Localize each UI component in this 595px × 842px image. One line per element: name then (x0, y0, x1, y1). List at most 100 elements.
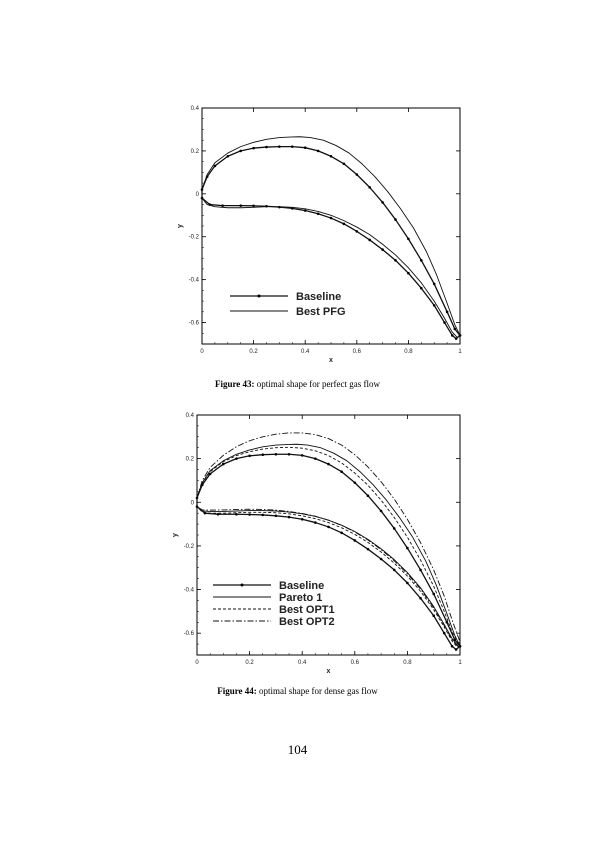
chart-1-series-0-point (450, 644, 454, 648)
figure-43-chart: 0 0.2 0.4 0.6 0.8 1 -0.6 -0.4 -0.2 0 0.2 0.4 x y Basel… (170, 100, 470, 368)
chart-1-series-0-point (392, 568, 396, 572)
chart-1-series-0-point (366, 547, 370, 551)
chart-0-series-0-point (278, 145, 281, 148)
chart-0-series-0-point (432, 304, 436, 307)
chart-1-series-0-point (445, 620, 449, 624)
chart-1-legend-label-1: Pareto 1 (279, 592, 322, 604)
chart-1-series-0-point (432, 592, 436, 596)
figure-43-plot: 0 0.2 0.4 0.6 0.8 1 -0.6 -0.4 -0.2 0 0.2 0.4 x y Basel… (177, 106, 462, 364)
chart-0-series-0-point (226, 154, 230, 158)
figure-43-caption-label: Figure 43: (214, 379, 255, 389)
chart-0-series-0-point (432, 282, 436, 286)
chart-1-legend-label-0: Baseline (279, 580, 324, 592)
chart-1-y-tick-label: -0.4 (184, 588, 195, 594)
figure-44-caption-label: Figure 44: (217, 686, 257, 696)
chart-0-y-tick-label: 0 (196, 192, 200, 198)
chart-1-y-tick-label: -0.6 (184, 631, 195, 637)
chart-1-legend-label-2: Best OPT1 (279, 604, 335, 616)
chart-1-series-0-point (261, 513, 265, 517)
chart-1-series-0-point (432, 614, 436, 618)
chart-1-x-tick-label: 0.4 (298, 660, 307, 666)
chart-1-series-0-point (353, 481, 357, 484)
figure-44-caption: Figure 44: optimal shape for dense gas f… (0, 686, 595, 696)
chart-1-series-0-point (300, 454, 304, 457)
chart-1-series-0-point (274, 514, 278, 518)
chart-1-y-tick-label: 0.4 (186, 413, 195, 419)
chart-0-series-0-point (453, 327, 457, 331)
chart-0-series-0-point (252, 146, 255, 150)
chart-1-series-0-point (248, 454, 251, 458)
chart-0-series-0-point (445, 310, 449, 314)
chart-1-x-tick-label: 0 (195, 660, 199, 666)
chart-0-series-0-point (454, 337, 458, 340)
chart-0-y-tick-label: -0.6 (189, 321, 200, 327)
chart-1-series-0-point (327, 462, 330, 466)
figure-44-caption-text: optimal shape for dense gas flow (256, 686, 378, 696)
chart-1-series-3-line (196, 432, 461, 647)
chart-1-y-axis-label: y (172, 533, 179, 537)
chart-1-series-0-point (300, 517, 304, 521)
page-number: 104 (287, 742, 308, 757)
chart-1-series-0-line (196, 453, 461, 651)
chart-0-y-axis-label: y (177, 224, 184, 228)
chart-1-series-0-point (287, 452, 291, 456)
chart-0-series-0-point (381, 201, 384, 204)
chart-0-y-tick-label: -0.4 (189, 278, 200, 284)
chart-1-series-0-point (314, 521, 317, 524)
chart-1-y-tick-label: 0 (191, 500, 195, 506)
chart-1-legend-label-3: Best OPT2 (279, 616, 335, 628)
chart-0-series-0-point (420, 286, 423, 290)
chart-1-series-0-point (287, 515, 291, 519)
chart-1-series-0-point (235, 457, 238, 460)
chart-1-x-tick-label: 0.8 (403, 660, 412, 666)
chart-0-series-0-point (394, 218, 397, 221)
chart-1-x-tick-label: 0.2 (245, 660, 254, 666)
chart-1-legend-marker-0 (240, 583, 244, 587)
chart-0-series-0-point (265, 145, 268, 149)
chart-0-y-tick-label: 0.2 (191, 149, 200, 155)
chart-1-series-0-point (419, 568, 422, 572)
chart-1-series-0-point (340, 470, 343, 474)
chart-0-series-1-line (201, 136, 461, 339)
chart-0-x-tick-label: 0.8 (404, 349, 413, 355)
chart-0-series-0-point (381, 248, 384, 251)
chart-0-series-0-point (368, 186, 371, 189)
chart-0-series-0-point (221, 204, 224, 207)
chart-1-series-0-point (222, 462, 225, 466)
chart-0-series-0-point (291, 145, 294, 148)
chart-1-series-0-point (379, 509, 383, 513)
chart-1-series-1-line (196, 443, 461, 647)
chart-0-series-0-point (450, 334, 454, 337)
chart-1-series-0-point (406, 581, 409, 585)
chart-0-series-0-point (407, 271, 410, 275)
chart-0-x-tick-label: 0 (200, 349, 204, 355)
chart-1-series-0-point (406, 546, 409, 550)
figure-44-chart: 0 0.2 0.4 0.6 0.8 1 -0.6 -0.4 -0.2 0 0.2 0.4 x y Basel… (170, 407, 470, 679)
chart-0-series-0-point (303, 146, 307, 149)
chart-0-series-0-point (252, 204, 255, 208)
chart-0-series-0-point (316, 212, 320, 216)
chart-0-series-0-point (239, 204, 242, 207)
chart-1-series-0-point (248, 513, 251, 516)
chart-0-series-0-point (303, 209, 307, 212)
chart-0-series-0-point (329, 216, 333, 220)
figure-44-plot: 0 0.2 0.4 0.6 0.8 1 -0.6 -0.4 -0.2 0 0.2 0.4 x y Basel… (172, 413, 462, 675)
chart-0-series-0-point (420, 259, 423, 262)
chart-1-series-0-point (379, 557, 383, 561)
chart-1-series-0-point (454, 648, 458, 651)
chart-0-series-0-point (213, 164, 217, 168)
chart-1-series-0-point (453, 638, 457, 642)
chart-1-series-0-point (327, 525, 330, 529)
chart-0-series-0-point (355, 173, 359, 176)
chart-1-series-0-point (419, 596, 422, 600)
chart-0-series-0-point (355, 230, 359, 233)
chart-1-series-0-point (314, 457, 317, 460)
chart-0-x-tick-label: 0.4 (301, 349, 310, 355)
chart-1-series-0-point (353, 539, 357, 542)
chart-1-series-0-point (340, 531, 343, 535)
chart-1-series-0-point (366, 494, 370, 498)
chart-0-x-tick-label: 0.6 (353, 349, 362, 355)
chart-0-x-tick-label: 0.2 (249, 349, 258, 355)
chart-1-series-0-point (235, 512, 238, 516)
chart-0-legend-marker-0 (257, 294, 261, 298)
